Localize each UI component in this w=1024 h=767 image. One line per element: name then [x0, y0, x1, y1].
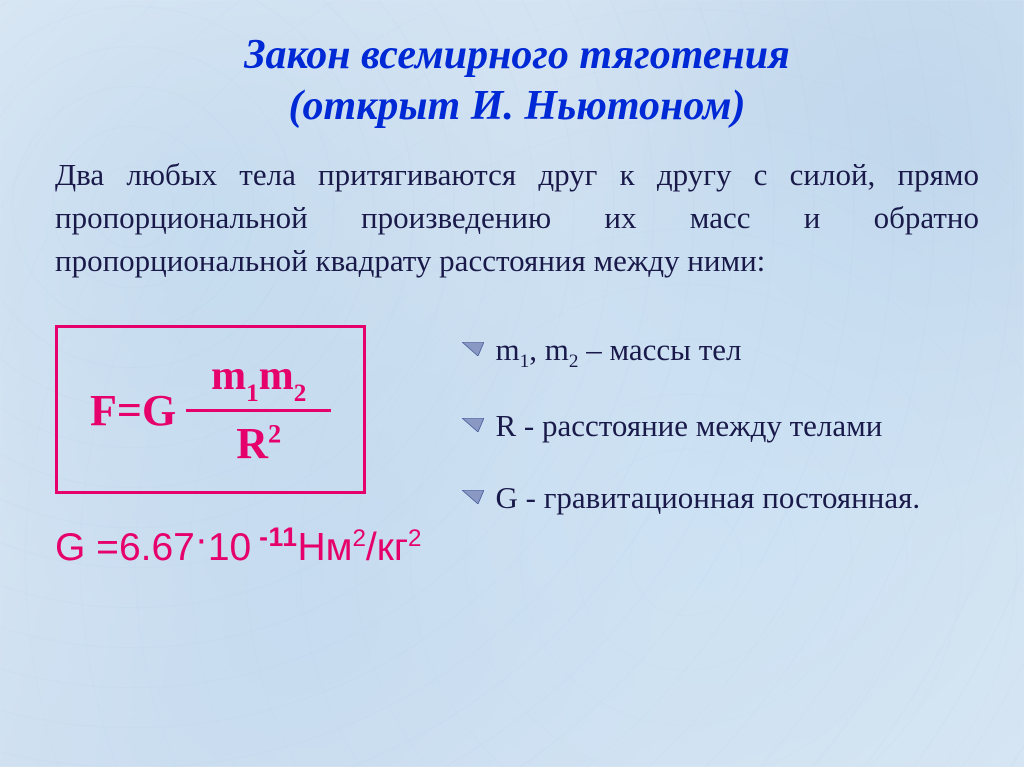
legend-text: m1, m2 – массы тел [496, 329, 742, 375]
bullet-icon [462, 418, 484, 432]
slide-title: Закон всемирного тяготения (открыт И. Нь… [55, 30, 979, 132]
formula-column: F=G m1m2 R2 G =6.67·10 -11Нм2/кг2 [55, 325, 422, 570]
slide-content: Закон всемирного тяготения (открыт И. Нь… [0, 0, 1024, 595]
formula-fraction: m1m2 R2 [186, 352, 331, 469]
legend-item-constant: G - гравитационная постоянная. [462, 477, 980, 519]
constant-unit-den-exp: 2 [408, 525, 421, 552]
constant-exponent: -11 [251, 522, 297, 552]
title-line-1: Закон всемирного тяготения [244, 32, 790, 78]
constant-unit-num-exp: 2 [352, 525, 365, 552]
constant-dot: · [195, 518, 208, 561]
legend-item-distance: R - расстояние между телами [462, 405, 980, 447]
law-description: Два любых тела притягиваются друг к друг… [55, 154, 979, 282]
legend-text: R - расстояние между телами [496, 405, 883, 447]
formula-box: F=G m1m2 R2 [55, 325, 366, 494]
legend: m1, m2 – массы тел R - расстояние между … [462, 325, 980, 519]
gravitational-constant: G =6.67·10 -11Нм2/кг2 [55, 522, 422, 570]
gravitation-formula: F=G m1m2 R2 [90, 352, 331, 469]
lower-section: F=G m1m2 R2 G =6.67·10 -11Нм2/кг2 m1, m2… [55, 325, 979, 570]
bullet-icon [462, 342, 484, 356]
legend-text: G - гравитационная постоянная. [496, 477, 921, 519]
title-line-2: (открыт И. Ньютоном) [288, 83, 745, 129]
constant-prefix: G =6.67 [55, 526, 195, 569]
legend-item-mass: m1, m2 – массы тел [462, 329, 980, 375]
constant-unit-num: Нм [297, 526, 352, 569]
formula-lhs: F=G [90, 385, 176, 436]
constant-unit-sep: /кг [366, 526, 408, 569]
formula-denominator: R2 [236, 412, 281, 469]
formula-numerator: m1m2 [201, 352, 316, 409]
constant-base: 10 [208, 526, 251, 569]
bullet-icon [462, 490, 484, 504]
